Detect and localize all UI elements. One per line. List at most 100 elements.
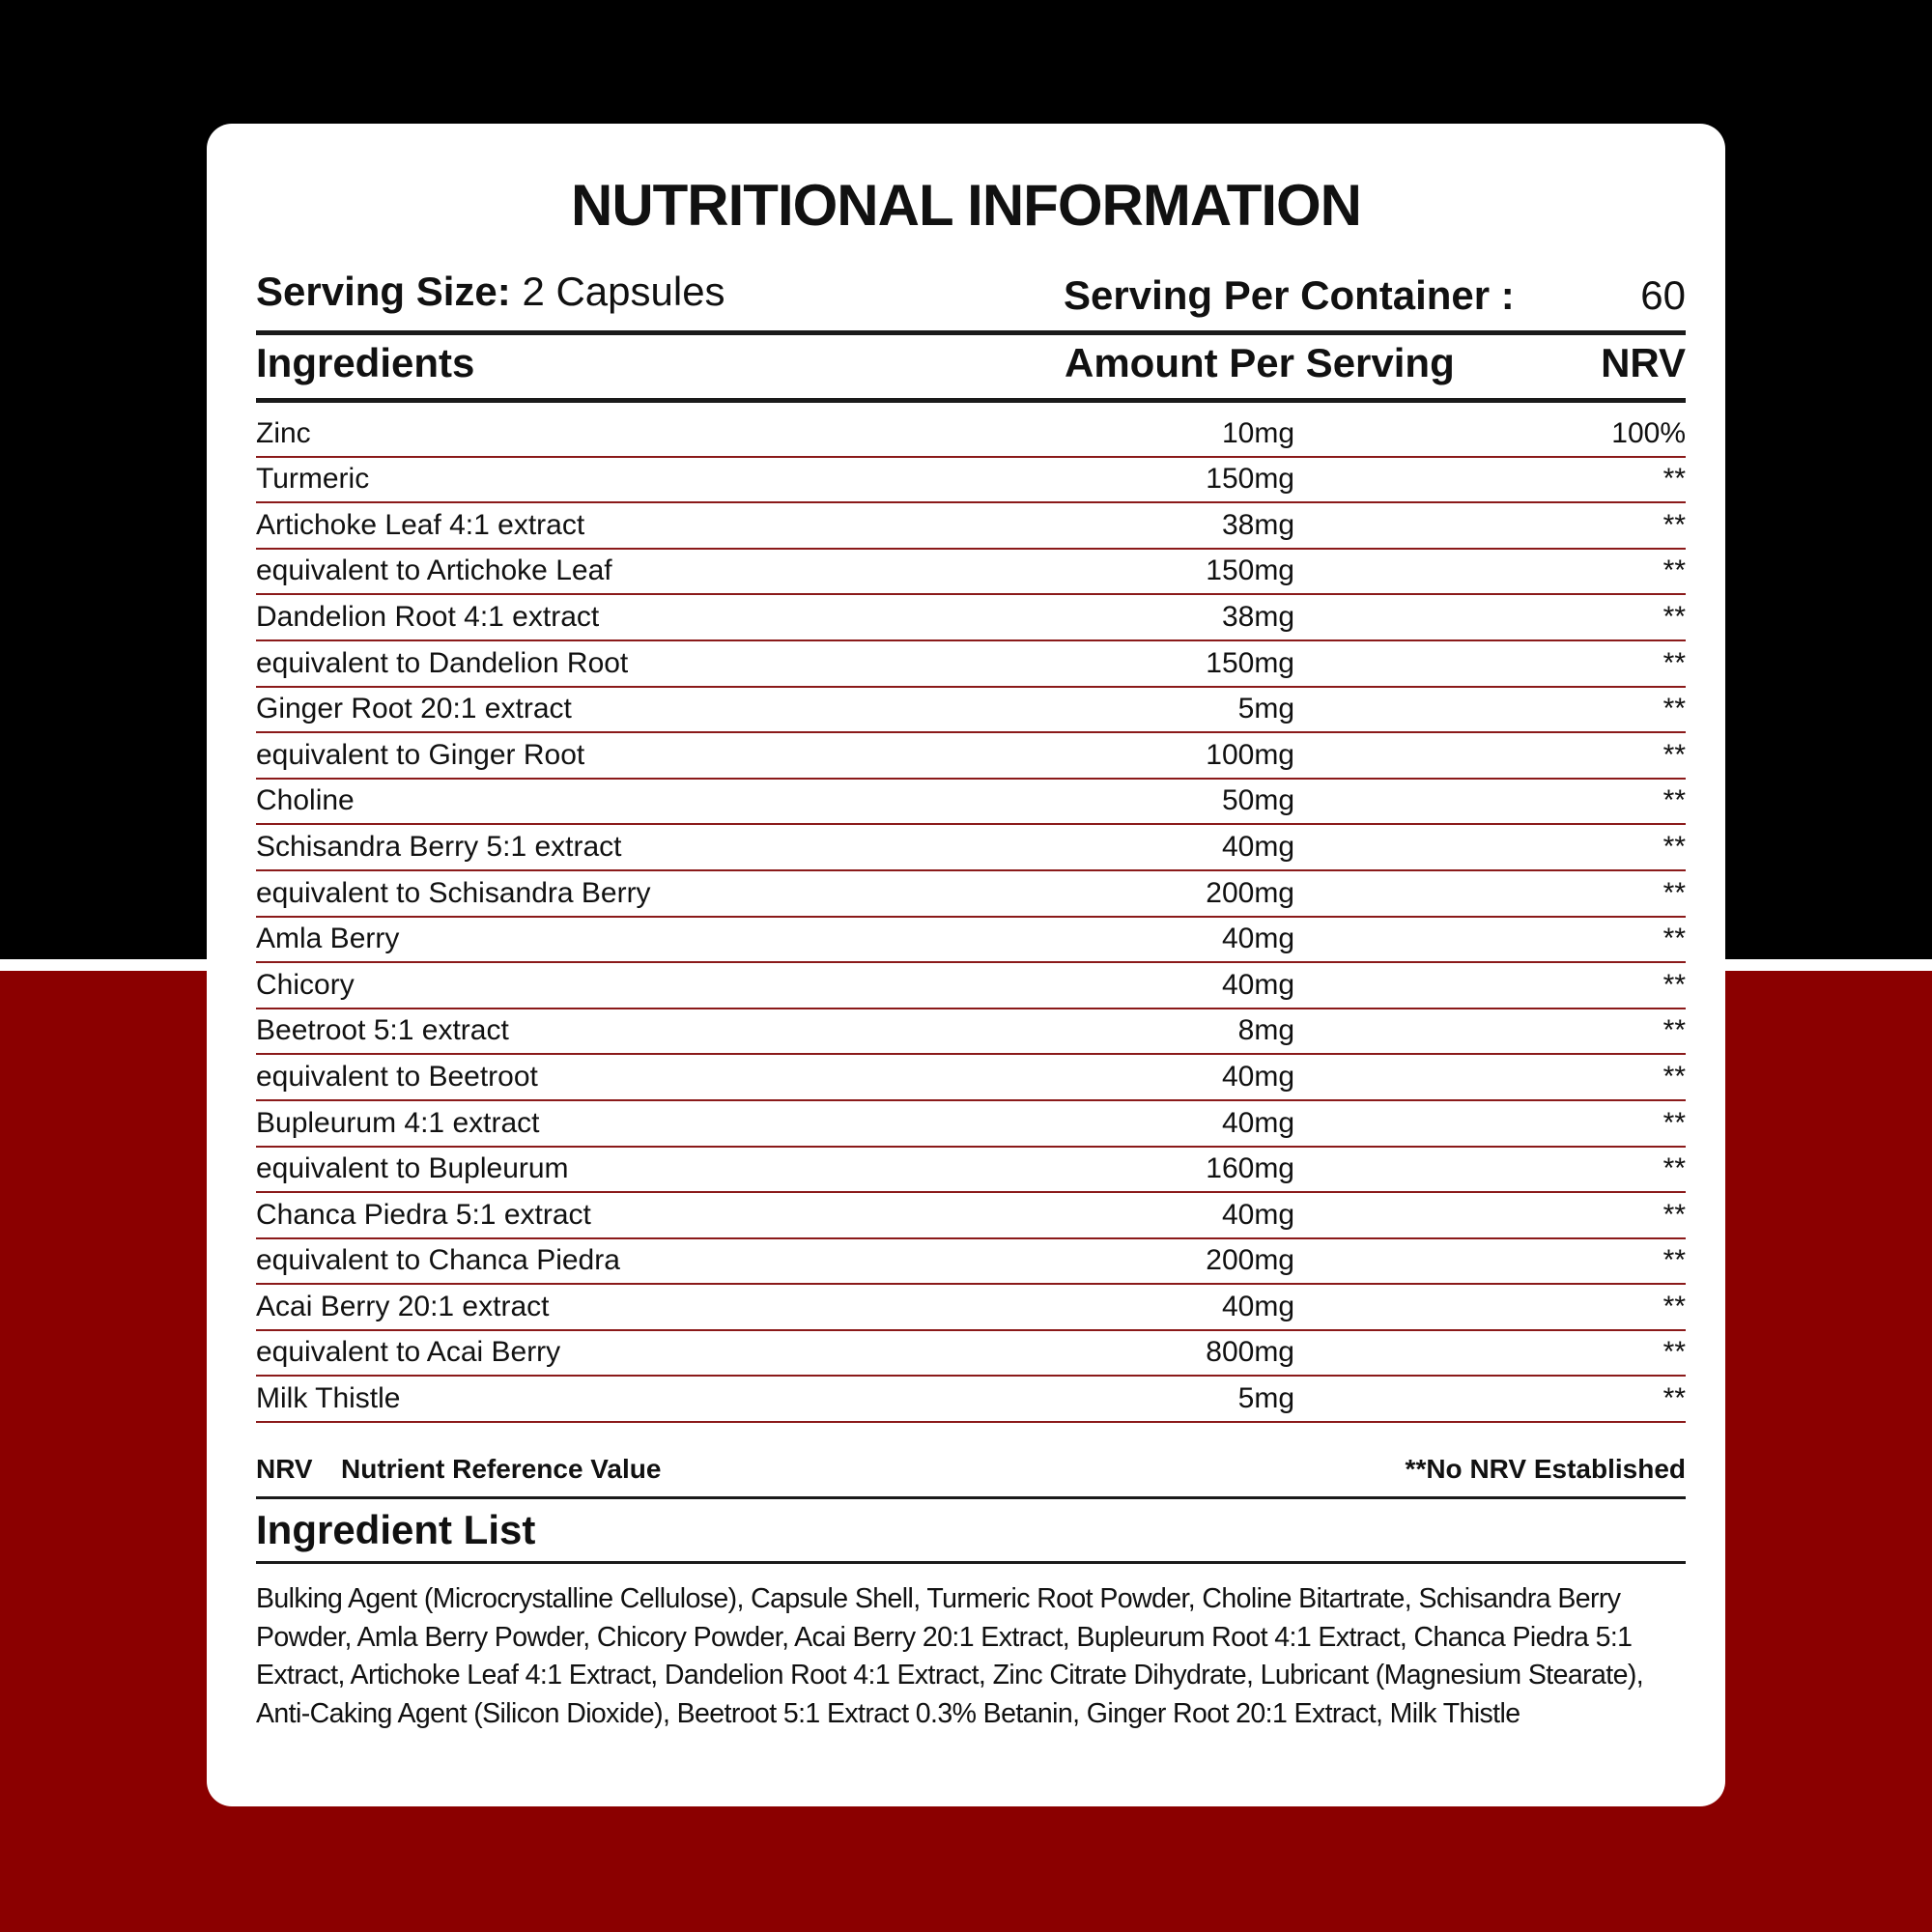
ingredient-name: Amla Berry xyxy=(256,923,400,955)
amount-value: 100mg xyxy=(1206,738,1294,771)
table-row: equivalent to Schisandra Berry 200mg ** xyxy=(256,871,1686,918)
table-row: equivalent to Acai Berry 800mg ** xyxy=(256,1331,1686,1378)
ingredient-name: equivalent to Beetroot xyxy=(256,1060,538,1093)
ingredient-name: equivalent to Artichoke Leaf xyxy=(256,554,612,587)
nrv-value: ** xyxy=(1662,738,1686,771)
nrv-value: ** xyxy=(1662,1014,1686,1047)
ingredient-name: Choline xyxy=(256,784,355,817)
ingredient-name: Acai Berry 20:1 extract xyxy=(256,1290,550,1322)
table-row: Ginger Root 20:1 extract 5mg ** xyxy=(256,688,1686,734)
ingredient-name: Chanca Piedra 5:1 extract xyxy=(256,1198,591,1231)
amount-value: 10mg xyxy=(1221,416,1294,449)
nrv-value: ** xyxy=(1662,923,1686,955)
ingredient-name: Chicory xyxy=(256,968,355,1001)
nrv-value: ** xyxy=(1662,1198,1686,1231)
nrv-value: ** xyxy=(1662,968,1686,1001)
table-row: Bupleurum 4:1 extract 40mg ** xyxy=(256,1101,1686,1148)
nrv-value: ** xyxy=(1662,1244,1686,1277)
table-row: Beetroot 5:1 extract 8mg ** xyxy=(256,1009,1686,1056)
nutrition-label-card: NUTRITIONAL INFORMATION Serving Size: 2 … xyxy=(207,124,1725,1806)
serving-size-value: 2 Capsules xyxy=(522,269,725,314)
ingredient-name: Schisandra Berry 5:1 extract xyxy=(256,830,622,863)
nrv-value: ** xyxy=(1662,784,1686,817)
ingredient-name: equivalent to Acai Berry xyxy=(256,1336,561,1369)
nrv-value: ** xyxy=(1662,876,1686,909)
ingredient-name: equivalent to Schisandra Berry xyxy=(256,876,651,909)
amount-value: 38mg xyxy=(1221,600,1294,633)
nrv-value: ** xyxy=(1662,508,1686,541)
ingredient-name: Zinc xyxy=(256,416,311,449)
amount-value: 40mg xyxy=(1221,830,1294,863)
table-row: Amla Berry 40mg ** xyxy=(256,918,1686,964)
nrv-value: ** xyxy=(1662,463,1686,496)
amount-value: 5mg xyxy=(1237,693,1294,725)
amount-value: 160mg xyxy=(1206,1152,1294,1185)
nrv-value: ** xyxy=(1662,600,1686,633)
table-row: equivalent to Ginger Root 100mg ** xyxy=(256,733,1686,780)
amount-value: 200mg xyxy=(1206,1244,1294,1277)
amount-value: 5mg xyxy=(1237,1382,1294,1415)
table-row: equivalent to Dandelion Root 150mg ** xyxy=(256,641,1686,688)
table-row: equivalent to Artichoke Leaf 150mg ** xyxy=(256,550,1686,596)
table-row: equivalent to Bupleurum 160mg ** xyxy=(256,1148,1686,1194)
divider xyxy=(256,1561,1686,1564)
table-row: Zinc 10mg 100% xyxy=(256,412,1686,458)
nrv-meaning: Nutrient Reference Value xyxy=(341,1454,662,1484)
nrv-value: ** xyxy=(1662,554,1686,587)
table-row: Chanca Piedra 5:1 extract 40mg ** xyxy=(256,1193,1686,1239)
footnote: NRV Nutrient Reference Value **No NRV Es… xyxy=(256,1454,1686,1492)
table-row: equivalent to Chanca Piedra 200mg ** xyxy=(256,1239,1686,1286)
servings-per-container-label: Serving Per Container : xyxy=(1064,272,1515,318)
nrv-value: ** xyxy=(1662,1106,1686,1139)
serving-info: Serving Size: 2 Capsules Serving Per Con… xyxy=(256,269,1686,323)
serving-size: Serving Size: 2 Capsules xyxy=(256,269,725,315)
amount-value: 800mg xyxy=(1206,1336,1294,1369)
amount-value: 38mg xyxy=(1221,508,1294,541)
amount-value: 50mg xyxy=(1221,784,1294,817)
amount-value: 40mg xyxy=(1221,968,1294,1001)
ingredient-name: equivalent to Chanca Piedra xyxy=(256,1244,620,1277)
table-row: Artichoke Leaf 4:1 extract 38mg ** xyxy=(256,503,1686,550)
amount-value: 40mg xyxy=(1221,1060,1294,1093)
table-header: Ingredients Amount Per Serving NRV xyxy=(256,340,1686,394)
nrv-value: ** xyxy=(1662,1336,1686,1369)
amount-value: 150mg xyxy=(1206,554,1294,587)
table-row: Acai Berry 20:1 extract 40mg ** xyxy=(256,1285,1686,1331)
nrv-value: ** xyxy=(1662,693,1686,725)
amount-value: 40mg xyxy=(1221,1106,1294,1139)
nrv-value: ** xyxy=(1662,1152,1686,1185)
serving-size-label: Serving Size: xyxy=(256,269,511,314)
ingredient-name: Beetroot 5:1 extract xyxy=(256,1014,509,1047)
amount-value: 40mg xyxy=(1221,1290,1294,1322)
header-amount: Amount Per Serving xyxy=(1065,340,1455,385)
divider xyxy=(256,398,1686,403)
nrv-value: ** xyxy=(1662,1290,1686,1322)
nrv-value: ** xyxy=(1662,1382,1686,1415)
table-row: Chicory 40mg ** xyxy=(256,963,1686,1009)
ingredient-name: Turmeric xyxy=(256,463,370,496)
ingredient-name: Bupleurum 4:1 extract xyxy=(256,1106,540,1139)
ingredient-list-text: Bulking Agent (Microcrystalline Cellulos… xyxy=(256,1583,1644,1729)
amount-value: 150mg xyxy=(1206,463,1294,496)
table-row: equivalent to Beetroot 40mg ** xyxy=(256,1055,1686,1101)
nrv-abbr: NRV xyxy=(256,1454,313,1484)
amount-value: 40mg xyxy=(1221,923,1294,955)
nrv-value: ** xyxy=(1662,646,1686,679)
table-row: Turmeric 150mg ** xyxy=(256,458,1686,504)
ingredient-name: Milk Thistle xyxy=(256,1382,401,1415)
amount-value: 40mg xyxy=(1221,1198,1294,1231)
header-ingredients: Ingredients xyxy=(256,340,475,385)
divider xyxy=(256,1496,1686,1499)
nrv-value: 100% xyxy=(1611,416,1686,449)
ingredient-table: Zinc 10mg 100% Turmeric 150mg ** Artichoke Lea… xyxy=(256,412,1686,1424)
page-title: NUTRITIONAL INFORMATION xyxy=(570,173,1362,238)
amount-value: 8mg xyxy=(1237,1014,1294,1047)
divider xyxy=(256,330,1686,335)
nrv-value: ** xyxy=(1662,1060,1686,1093)
table-row: Milk Thistle 5mg ** xyxy=(256,1377,1686,1424)
ingredient-name: equivalent to Bupleurum xyxy=(256,1152,569,1185)
no-nrv-note: **No NRV Established xyxy=(1405,1454,1686,1484)
ingredient-name: equivalent to Dandelion Root xyxy=(256,646,629,679)
table-row: Schisandra Berry 5:1 extract 40mg ** xyxy=(256,825,1686,871)
ingredient-name: Artichoke Leaf 4:1 extract xyxy=(256,508,585,541)
